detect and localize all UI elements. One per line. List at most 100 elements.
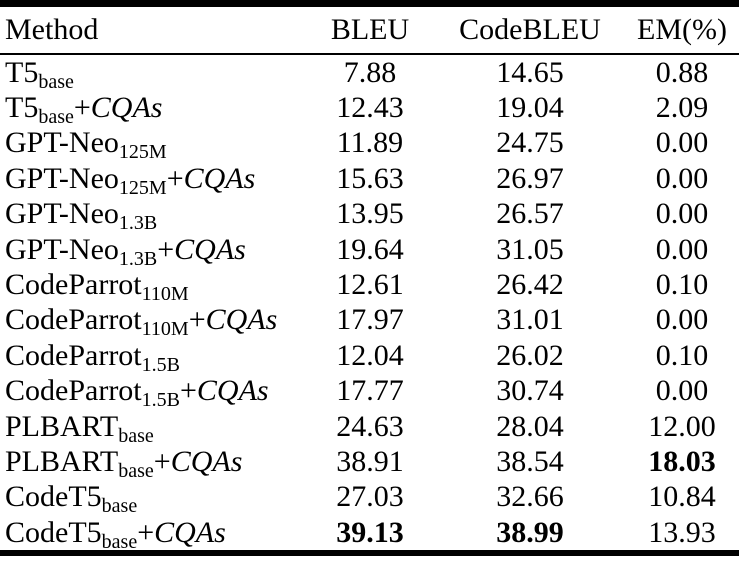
method-name: GPT-Neo [5, 126, 119, 160]
em-value: 13.93 [648, 515, 716, 549]
em-value: 18.03 [648, 444, 716, 478]
bleu-value: 24.63 [336, 409, 404, 443]
bleu-value: 17.77 [336, 374, 404, 408]
method-cell: CodeParrot1.5B+CQAs [0, 374, 305, 412]
method-cell: T5base [0, 54, 305, 93]
table-row: PLBARTbase+CQAs 38.91 38.54 18.03 [0, 444, 739, 481]
bleu-value: 7.88 [343, 55, 397, 89]
column-header-method: Method [0, 3, 305, 55]
plus-sign: + [137, 515, 155, 549]
em-value: 0.00 [655, 161, 709, 195]
method-name: T5 [5, 55, 39, 89]
plus-sign: + [188, 303, 206, 337]
method-cell: GPT-Neo1.3B+CQAs [0, 232, 305, 270]
codebleu-value: 24.75 [496, 126, 564, 160]
method-subscript: 125M [118, 176, 167, 199]
plus-sign: + [73, 91, 91, 125]
method-name: T5 [5, 91, 39, 125]
column-header-codebleu: CodeBLEU [435, 3, 625, 55]
method-name: CodeT5 [5, 480, 102, 514]
em-value: 0.88 [655, 55, 709, 89]
codebleu-value: 26.42 [496, 268, 564, 302]
bleu-value: 12.61 [336, 268, 404, 302]
plus-sign: + [157, 232, 175, 266]
method-cell: PLBARTbase+CQAs [0, 444, 305, 481]
codebleu-value: 38.99 [496, 515, 564, 549]
table-row: T5base+CQAs 12.43 19.04 2.09 [0, 90, 739, 129]
cqas-suffix: +CQAs [74, 91, 163, 124]
cqas-label: CQAs [174, 232, 246, 266]
table-row: CodeParrot110M+CQAs 17.97 31.01 0.00 [0, 303, 739, 341]
method-name: CodeParrot [5, 268, 142, 302]
codebleu-value: 26.57 [496, 197, 564, 231]
codebleu-value: 19.04 [496, 91, 564, 125]
table-row: GPT-Neo1.3B+CQAs 19.64 31.05 0.00 [0, 232, 739, 270]
bleu-value: 15.63 [336, 161, 404, 195]
method-cell: CodeParrot110M [0, 267, 305, 306]
table-row: GPT-Neo125M+CQAs 15.63 26.97 0.00 [0, 161, 739, 199]
method-cell: CodeParrot110M+CQAs [0, 303, 305, 341]
cqas-label: CQAs [205, 303, 278, 337]
codebleu-value: 38.54 [496, 444, 564, 478]
codebleu-value: 31.01 [496, 303, 564, 337]
cqas-label: CQAs [183, 161, 256, 195]
method-name: PLBART [5, 409, 119, 443]
method-subscript: 1.5B [141, 353, 180, 376]
column-header-bleu: BLEU [305, 3, 435, 55]
column-header-em: EM(%) [625, 3, 739, 55]
bleu-value: 19.64 [336, 232, 404, 266]
cqas-suffix: +CQAs [189, 303, 278, 336]
method-subscript: base [38, 70, 74, 93]
table-row: T5base 7.88 14.65 0.88 [0, 54, 739, 93]
codebleu-value: 32.66 [496, 480, 564, 514]
table-row: PLBARTbase 24.63 28.04 12.00 [0, 409, 739, 446]
em-value: 0.00 [655, 197, 709, 231]
em-value: 2.09 [655, 91, 709, 125]
table-row: CodeParrot1.5B+CQAs 17.77 30.74 0.00 [0, 374, 739, 412]
method-name: CodeParrot [5, 338, 142, 372]
method-cell: PLBARTbase [0, 409, 305, 446]
method-subscript: 110M [141, 318, 189, 341]
header-row: Method BLEU CodeBLEU EM(%) [0, 3, 739, 55]
method-subscript: 1.3B [118, 247, 158, 270]
em-value: 0.10 [655, 268, 709, 302]
cqas-label: CQAs [196, 374, 269, 408]
plus-sign: + [153, 444, 171, 478]
cqas-label: CQAs [154, 515, 226, 549]
table-row: CodeParrot1.5B 12.04 26.02 0.10 [0, 338, 739, 376]
method-subscript: base [101, 530, 138, 553]
method-name: GPT-Neo [5, 232, 119, 266]
em-value: 0.00 [655, 232, 709, 266]
method-cell: CodeT5base+CQAs [0, 515, 305, 553]
method-name: CodeParrot [5, 374, 142, 408]
method-name: GPT-Neo [5, 161, 119, 195]
cqas-suffix: +CQAs [154, 445, 243, 478]
method-subscript: base [38, 106, 74, 129]
cqas-suffix: +CQAs [180, 374, 269, 407]
bleu-value: 17.97 [336, 303, 404, 337]
method-name: PLBART [5, 444, 119, 478]
em-value: 12.00 [648, 409, 716, 443]
bleu-value: 39.13 [336, 515, 404, 549]
method-subscript: 1.3B [118, 212, 158, 235]
cqas-suffix: +CQAs [167, 162, 256, 195]
em-value: 10.84 [648, 480, 716, 514]
table-row: GPT-Neo1.3B 13.95 26.57 0.00 [0, 197, 739, 235]
bleu-value: 12.43 [336, 91, 404, 125]
method-subscript: 110M [141, 283, 189, 306]
method-cell: CodeT5base [0, 480, 305, 517]
method-cell: GPT-Neo1.3B [0, 197, 305, 235]
method-subscript: 125M [118, 141, 167, 164]
method-cell: GPT-Neo125M [0, 126, 305, 164]
method-name: GPT-Neo [5, 197, 119, 231]
em-value: 0.10 [655, 338, 709, 372]
codebleu-value: 31.05 [496, 232, 564, 266]
bleu-value: 11.89 [336, 126, 404, 160]
method-subscript: 1.5B [141, 389, 180, 412]
bleu-value: 12.04 [336, 338, 404, 372]
method-cell: CodeParrot1.5B [0, 338, 305, 376]
plus-sign: + [179, 374, 197, 408]
codebleu-value: 30.74 [496, 374, 564, 408]
em-value: 0.00 [655, 126, 709, 160]
table-body: T5base 7.88 14.65 0.88 T5base+CQAs 12.43… [0, 54, 739, 553]
